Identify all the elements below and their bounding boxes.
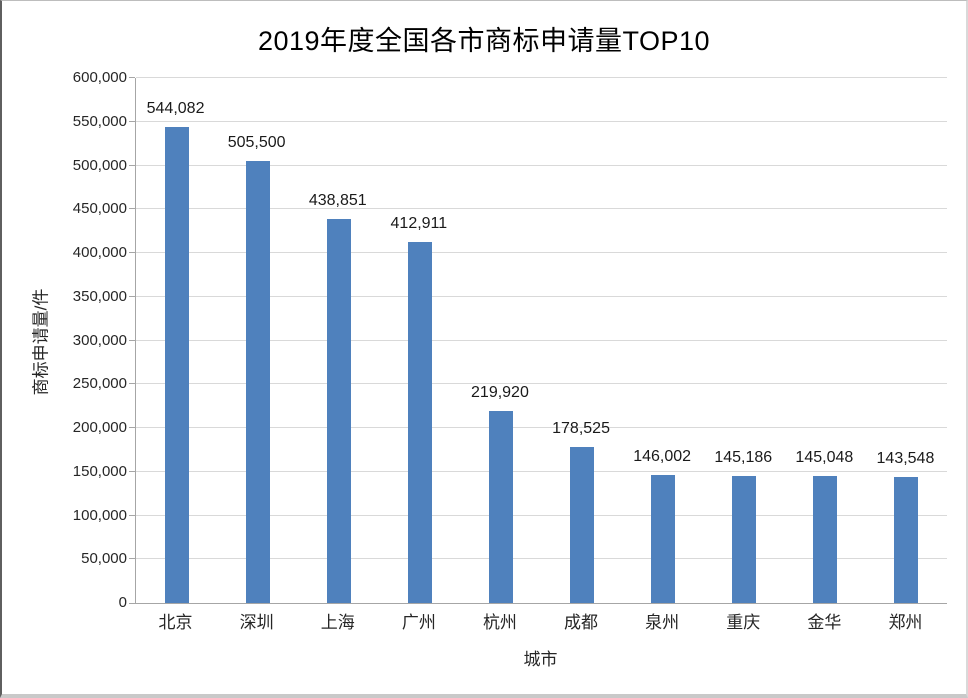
gridline xyxy=(136,558,947,560)
x-tick-label: 成都 xyxy=(564,613,599,632)
gridline xyxy=(136,164,947,166)
y-axis-tick xyxy=(129,470,135,472)
plot-area xyxy=(129,77,947,604)
bar-6 xyxy=(570,447,595,603)
gridline xyxy=(136,252,947,253)
y-tick-label: 350,000 xyxy=(72,287,127,305)
y-tick-label: 100,000 xyxy=(72,506,127,524)
y-axis-tick xyxy=(129,208,135,210)
bar-9 xyxy=(813,476,838,603)
y-tick-label: 250,000 xyxy=(72,375,127,393)
bar-value-label: 145,186 xyxy=(714,449,773,466)
y-axis-tick xyxy=(129,339,135,341)
y-axis-tick xyxy=(129,558,135,560)
gridline xyxy=(136,427,947,428)
y-tick-label: 550,000 xyxy=(72,112,127,130)
x-tick-label: 金华 xyxy=(807,613,842,632)
x-tick-label: 广州 xyxy=(401,613,436,632)
y-axis-tick xyxy=(129,120,135,122)
y-tick-label: 300,000 xyxy=(72,331,127,349)
x-tick-label: 北京 xyxy=(158,613,193,632)
x-tick-label: 郑州 xyxy=(888,613,923,632)
y-tick-label: 50,000 xyxy=(81,550,127,568)
x-tick-label: 上海 xyxy=(320,613,355,632)
y-tick-label: 500,000 xyxy=(72,156,127,174)
bar-value-label: 178,525 xyxy=(552,420,610,437)
bar-3 xyxy=(326,219,351,603)
y-axis-tick xyxy=(129,295,135,297)
gridline xyxy=(136,120,947,122)
bar-value-label: 146,002 xyxy=(633,448,692,465)
gridline xyxy=(136,383,947,385)
x-axis-title: 城市 xyxy=(523,650,558,669)
y-axis-tick xyxy=(129,514,135,516)
bar-value-label: 505,500 xyxy=(227,134,286,151)
bar-4 xyxy=(407,242,432,603)
x-tick-label: 重庆 xyxy=(726,613,761,632)
bar-value-label: 544,082 xyxy=(146,100,205,117)
y-axis-tick xyxy=(129,427,135,428)
bar-value-label: 145,048 xyxy=(795,449,854,466)
y-axis-tick xyxy=(129,77,135,78)
x-tick-label: 杭州 xyxy=(482,613,517,632)
y-tick-label: 150,000 xyxy=(72,462,127,480)
x-tick-label: 深圳 xyxy=(239,613,274,632)
gridline xyxy=(136,514,947,516)
gridline xyxy=(136,77,947,78)
y-axis-tick xyxy=(129,603,135,604)
y-tick-label: 600,000 xyxy=(72,69,127,86)
gridline xyxy=(136,295,947,297)
bar-value-label: 219,920 xyxy=(471,384,529,401)
bar-value-label: 143,548 xyxy=(876,450,935,467)
bar-10 xyxy=(894,477,919,603)
y-axis-tick xyxy=(129,252,135,253)
y-tick-label: 0 xyxy=(118,594,127,611)
gridline xyxy=(136,470,947,472)
gridline xyxy=(136,208,947,210)
y-tick-label: 450,000 xyxy=(72,200,127,218)
y-tick-label: 400,000 xyxy=(72,244,127,261)
y-axis-tick xyxy=(129,383,135,385)
bar-7 xyxy=(651,475,676,603)
chart-title: 2019年度全国各市商标申请量TOP10 xyxy=(257,26,711,56)
gridline xyxy=(136,339,947,341)
bar-value-label: 412,911 xyxy=(390,215,448,232)
bar-value-label: 438,851 xyxy=(308,192,367,209)
bar-8 xyxy=(732,476,757,603)
y-tick-label: 200,000 xyxy=(72,419,127,436)
bar-1 xyxy=(164,127,189,603)
bar-2 xyxy=(245,161,270,603)
bar-5 xyxy=(488,411,513,603)
y-axis-tick xyxy=(129,164,135,166)
x-tick-label: 泉州 xyxy=(645,613,680,632)
